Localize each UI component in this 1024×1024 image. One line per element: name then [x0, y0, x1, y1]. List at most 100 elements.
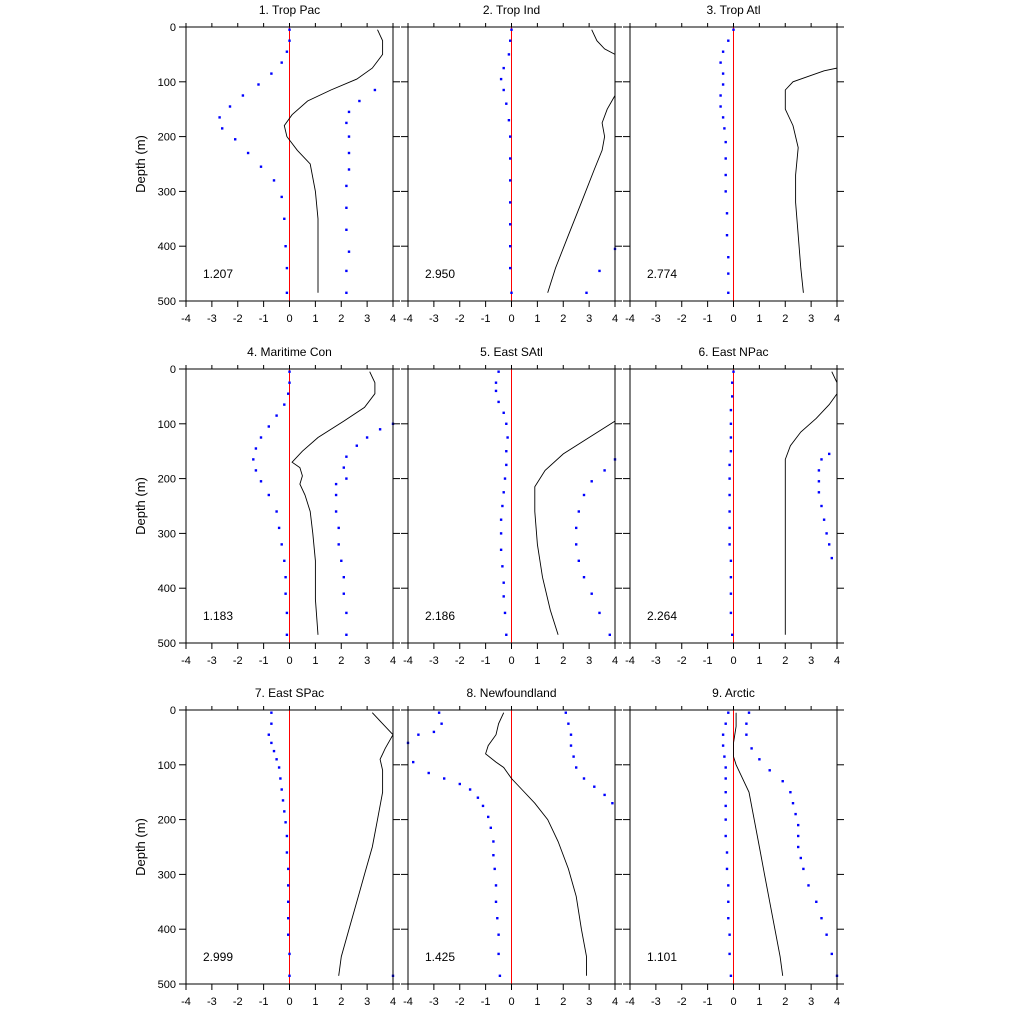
- dot-point: [797, 823, 800, 827]
- dot-point: [724, 834, 727, 838]
- x-tick-label: 3: [808, 996, 814, 1008]
- dot-point: [218, 116, 221, 119]
- dot-point: [334, 510, 338, 513]
- dot-point: [502, 491, 505, 494]
- dot-point: [280, 543, 283, 546]
- dot-point: [732, 28, 735, 31]
- dot-point: [505, 450, 508, 453]
- dot-point: [267, 493, 270, 497]
- x-tick-label: 3: [364, 313, 370, 325]
- dot-point: [505, 633, 508, 636]
- dot-point: [494, 884, 498, 887]
- dot-point: [577, 559, 580, 562]
- x-tick-label: -2: [233, 655, 243, 667]
- dot-point: [727, 884, 730, 887]
- dot-point: [590, 480, 593, 483]
- dot-point: [598, 611, 601, 615]
- panel-stat-value: 1.425: [425, 950, 455, 964]
- dot-point: [285, 633, 289, 636]
- dot-point: [575, 526, 578, 530]
- y-tick-label: 500: [158, 979, 176, 991]
- solid-profile-line: [283, 29, 384, 293]
- dot-point: [731, 381, 734, 384]
- dot-point: [345, 269, 348, 273]
- x-tick-label: 4: [390, 996, 396, 1008]
- dot-point: [496, 917, 499, 920]
- dot-point: [254, 447, 258, 450]
- x-tick-label: -4: [403, 996, 413, 1008]
- dot-point: [347, 168, 351, 171]
- x-tick-label: 1: [312, 313, 318, 325]
- dot-point: [355, 444, 358, 447]
- dot-point: [254, 469, 258, 472]
- dot-point: [719, 61, 722, 64]
- dot-point: [283, 403, 286, 406]
- dot-point: [728, 543, 731, 546]
- dot-point: [342, 576, 345, 579]
- dot-point: [228, 105, 232, 108]
- dot-point: [285, 291, 289, 294]
- solid-profile-line: [534, 420, 616, 635]
- dot-point: [280, 788, 283, 791]
- dot-point: [440, 722, 443, 725]
- dot-point: [492, 840, 495, 843]
- dot-point: [750, 747, 753, 750]
- dot-point: [724, 722, 727, 725]
- dot-point: [345, 121, 348, 125]
- dot-point: [284, 821, 287, 824]
- dot-point: [794, 812, 797, 816]
- dot-point: [569, 744, 573, 747]
- dot-point: [334, 493, 338, 497]
- y-axis-label: Depth (m): [133, 135, 148, 193]
- dot-point: [747, 711, 751, 714]
- dot-point: [267, 733, 270, 736]
- dot-point: [283, 559, 286, 562]
- dot-point: [287, 392, 290, 395]
- dot-point: [582, 777, 586, 780]
- dot-point: [499, 548, 503, 551]
- dot-point: [287, 900, 290, 903]
- dot-point: [458, 782, 461, 786]
- dot-point: [510, 291, 513, 294]
- dot-point: [728, 477, 731, 480]
- x-tick-label: 1: [312, 655, 318, 667]
- y-tick-label: 400: [158, 583, 176, 595]
- x-tick-label: 4: [834, 313, 840, 325]
- x-tick-label: 4: [834, 996, 840, 1008]
- panel-stat-value: 2.774: [647, 267, 677, 281]
- dot-point: [277, 766, 281, 769]
- dot-point: [497, 400, 500, 404]
- dot-point: [272, 179, 276, 182]
- dot-point: [577, 510, 580, 513]
- y-axis-label: Depth (m): [133, 818, 148, 876]
- dot-point: [481, 804, 485, 808]
- dot-point: [337, 526, 340, 530]
- dot-point: [725, 851, 729, 854]
- dot-point: [288, 39, 291, 42]
- x-tick-label: 4: [834, 655, 840, 667]
- dot-point: [270, 72, 273, 75]
- x-tick-label: 0: [508, 996, 514, 1008]
- dot-point: [275, 758, 278, 761]
- dot-point: [719, 105, 722, 108]
- dot-point: [509, 39, 512, 42]
- dot-point: [347, 110, 351, 114]
- dot-point: [345, 206, 348, 209]
- x-tick-label: 0: [286, 313, 292, 325]
- dot-point: [283, 810, 286, 813]
- dot-point: [727, 256, 730, 259]
- y-tick-label: 500: [158, 638, 176, 650]
- y-tick-label: 500: [158, 296, 176, 308]
- dot-point: [494, 900, 498, 903]
- dot-point: [412, 760, 415, 764]
- dot-point: [270, 722, 273, 725]
- dot-point: [585, 291, 588, 294]
- solid-profile-line: [547, 29, 616, 293]
- panel-stat-value: 1.207: [203, 267, 233, 281]
- dot-point: [797, 834, 800, 838]
- dot-point: [729, 436, 733, 439]
- dot-point: [345, 455, 348, 458]
- dot-point: [509, 157, 512, 160]
- dot-point: [727, 291, 730, 294]
